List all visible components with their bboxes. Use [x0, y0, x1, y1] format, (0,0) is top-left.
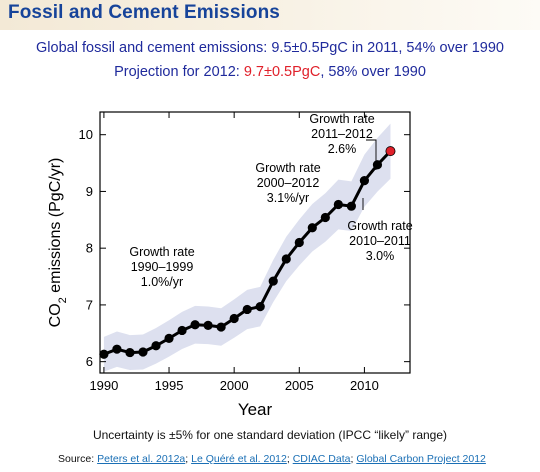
- subtitle-line-1: Global fossil and cement emissions: 9.5±…: [36, 40, 504, 56]
- source-line: Source: Peters et al. 2012a; Le Quéré et…: [58, 453, 486, 465]
- annotation-line: Growth rate: [129, 245, 194, 259]
- x-tick-label: 1995: [155, 378, 184, 393]
- annotation-4: Growth rate 2010–2011 3.0%: [347, 219, 412, 263]
- x-axis-label: Year: [238, 400, 273, 419]
- x-tick-label: 2000: [220, 378, 249, 393]
- annotation-leaders: [362, 139, 377, 210]
- y-axis-label: CO2 emissions (PgC/yr): [47, 158, 69, 328]
- source-link-le-quere[interactable]: Le Quéré et al. 2012: [191, 453, 287, 465]
- annotation-line: 2000–2012: [257, 176, 320, 190]
- data-point: [190, 320, 200, 330]
- y-tick-label: 6: [86, 354, 93, 369]
- projection-point: [385, 146, 396, 157]
- ylabel-subscript: 2: [57, 297, 69, 303]
- projection-value-highlight: 9.7±0.5PgC: [243, 64, 321, 80]
- data-point: [255, 302, 265, 312]
- annotation-line: Growth rate: [309, 112, 374, 126]
- y-tick-label: 7: [86, 297, 93, 312]
- data-point: [307, 223, 317, 233]
- annotation-line: 1990–1999: [131, 260, 194, 274]
- source-link-cdiac[interactable]: CDIAC Data: [292, 453, 351, 465]
- x-tick-label: 1990: [89, 378, 118, 393]
- data-point: [138, 347, 148, 357]
- data-point: [125, 347, 135, 358]
- data-point: [242, 304, 252, 315]
- annotation-line: 2.6%: [328, 142, 357, 156]
- data-point: [294, 237, 304, 248]
- data-point: [320, 212, 330, 223]
- y-tick-label: 9: [86, 184, 93, 199]
- annotation-line: 3.1%/yr: [267, 191, 309, 205]
- annotation-line: 2011–2012: [311, 127, 373, 141]
- subtitle-line-2: Projection for 2012: 9.7±0.5PgC, 58% ove…: [0, 64, 540, 80]
- title-banner: Fossil and Cement Emissions: [0, 0, 540, 30]
- annotation-line: 2010–2011: [349, 234, 411, 248]
- slide-title: Fossil and Cement Emissions: [8, 2, 280, 23]
- annotation-line: 3.0%: [366, 249, 395, 263]
- annotation-3: Growth rate 2011–2012 2.6%: [309, 112, 374, 156]
- subtitle-line-2-suffix: , 58% over 1990: [320, 64, 426, 80]
- data-point: [177, 325, 187, 336]
- x-tick-label: 2005: [285, 378, 314, 393]
- data-point: [281, 254, 291, 264]
- data-point: [112, 344, 122, 354]
- emissions-line: [103, 163, 379, 356]
- subtitle-line-2-prefix: Projection for 2012:: [114, 64, 244, 80]
- data-point: [151, 341, 161, 351]
- data-point: [372, 160, 383, 170]
- annotation-1: Growth rate 1990–1999 1.0%/yr: [129, 245, 194, 289]
- data-point: [99, 349, 109, 359]
- y-tick-label: 10: [79, 127, 93, 142]
- plot-frame: [99, 111, 411, 374]
- data-point: [229, 313, 239, 324]
- data-points: [99, 146, 396, 359]
- data-point: [164, 333, 174, 343]
- uncertainty-band: [103, 123, 391, 372]
- ylabel-rest: emissions (PgC/yr): [47, 158, 64, 298]
- data-point: [359, 176, 370, 186]
- uncertainty-footnote: Uncertainty is ±5% for one standard devi…: [92, 428, 448, 442]
- annotation-2: Growth rate 2000–2012 3.1%/yr: [255, 161, 320, 205]
- source-link-gcp[interactable]: Global Carbon Project 2012: [356, 453, 486, 465]
- source-link-peters[interactable]: Peters et al. 2012a: [97, 453, 186, 465]
- annotation-line: 1.0%/yr: [141, 275, 183, 289]
- data-point: [333, 199, 343, 210]
- annotation-line: Growth rate: [255, 161, 320, 175]
- data-point: [216, 322, 226, 332]
- x-tick-label: 2010: [350, 378, 379, 393]
- data-point: [268, 276, 278, 286]
- y-tick-label: 8: [86, 241, 93, 256]
- source-label: Source:: [58, 453, 95, 465]
- ylabel-co: CO: [47, 303, 64, 327]
- axis-ticks: 1990 1995 2000 2005 2010 6 7 8 9 10: [79, 112, 410, 393]
- data-point: [203, 320, 213, 330]
- leader-2011-2012: [366, 139, 377, 170]
- data-point: [346, 201, 356, 211]
- annotation-line: Growth rate: [347, 219, 412, 233]
